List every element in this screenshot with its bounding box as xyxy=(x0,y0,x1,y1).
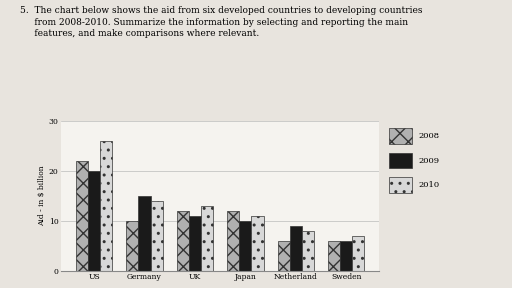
Bar xyxy=(290,226,302,271)
Bar xyxy=(340,241,352,271)
Bar xyxy=(138,196,151,271)
Text: 2009: 2009 xyxy=(418,157,439,164)
Text: 2010: 2010 xyxy=(418,181,439,189)
Bar xyxy=(100,141,112,271)
Bar xyxy=(278,241,290,271)
Bar xyxy=(227,211,239,271)
Bar xyxy=(76,161,88,271)
Bar xyxy=(239,221,251,271)
Bar xyxy=(151,201,163,271)
Bar xyxy=(126,221,138,271)
Text: 5.  The chart below shows the aid from six developed countries to developing cou: 5. The chart below shows the aid from si… xyxy=(20,6,423,38)
Bar xyxy=(201,206,213,271)
Bar xyxy=(352,236,365,271)
Bar xyxy=(189,216,201,271)
Text: 2008: 2008 xyxy=(418,132,439,140)
Y-axis label: Aid - in $ billion: Aid - in $ billion xyxy=(38,166,46,226)
Bar xyxy=(302,231,314,271)
Bar xyxy=(328,241,340,271)
Bar xyxy=(251,216,264,271)
Bar xyxy=(177,211,189,271)
Bar xyxy=(88,171,100,271)
